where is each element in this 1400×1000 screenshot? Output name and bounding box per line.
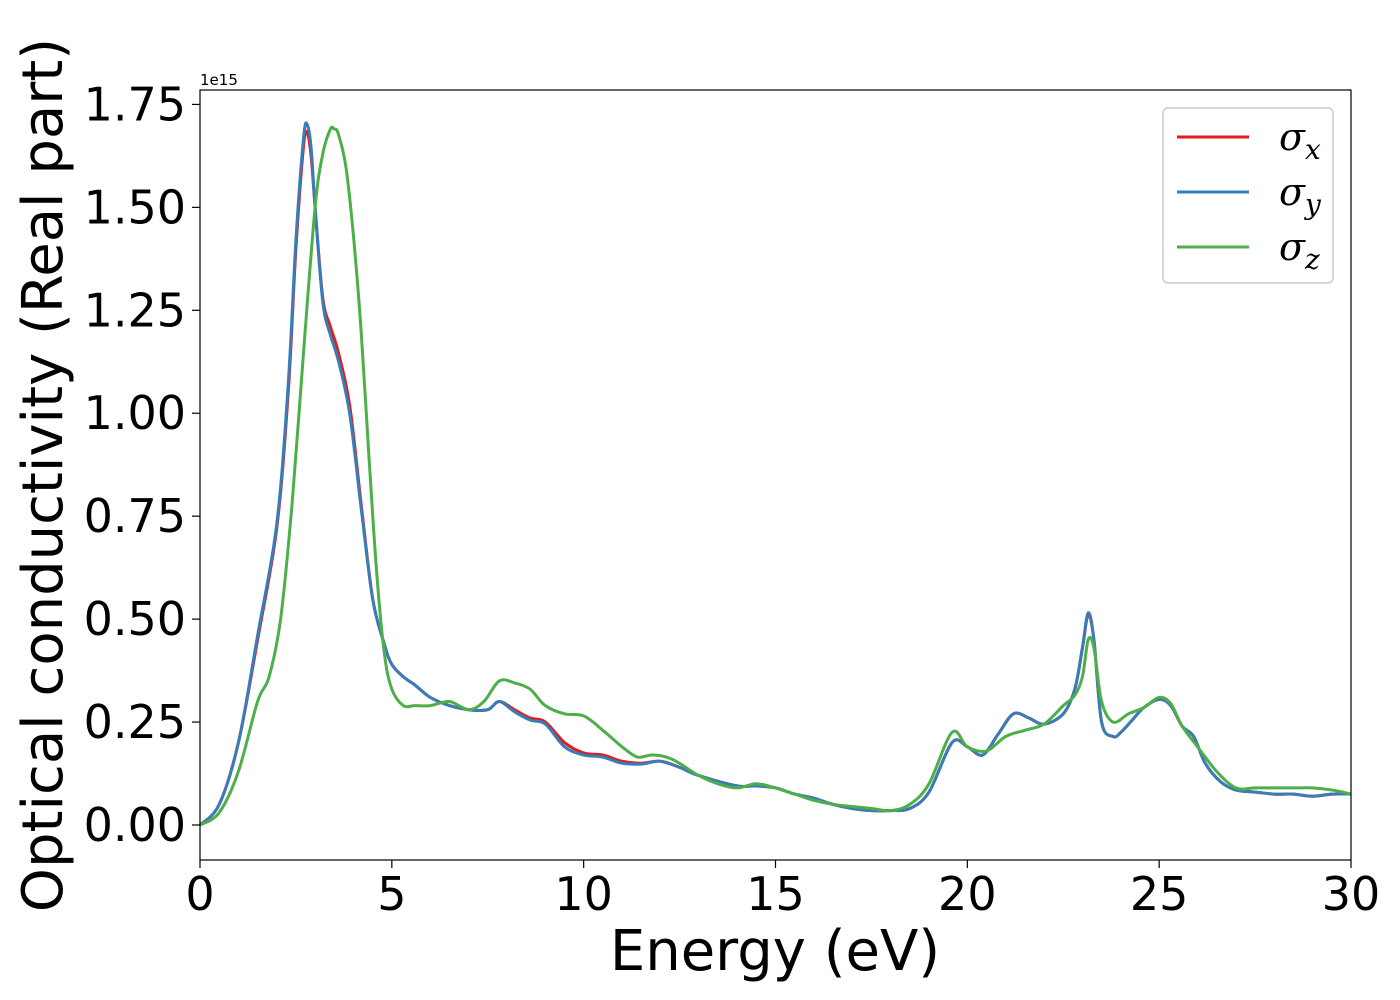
y-tick-label: 1.50: [84, 180, 186, 234]
y-axis-title: Optical conductivity (Real part): [11, 38, 76, 912]
x-tick-label: 10: [554, 867, 613, 921]
y-tick-label: 1.75: [84, 77, 186, 131]
x-tick-label: 0: [185, 867, 214, 921]
x-tick-label: 5: [377, 867, 406, 921]
y-offset-label: 1e15: [200, 71, 238, 89]
y-tick-label: 0.50: [84, 592, 186, 646]
y-tick-label: 1.00: [84, 386, 186, 440]
y-tick-label: 0.00: [84, 798, 186, 852]
series-line-z: [199, 125, 1352, 827]
y-tick-label: 1.25: [84, 283, 186, 337]
y-axis: 0.00 0.25 0.50 0.75 1.00 1.25 1.50 1.75: [84, 77, 200, 852]
x-tick-label: 30: [1322, 867, 1381, 921]
x-axis-title: Energy (eV): [610, 919, 940, 984]
x-tick-label: 20: [938, 867, 997, 921]
x-tick-label: 15: [746, 867, 805, 921]
legend-box: [1162, 107, 1334, 284]
x-axis: 0 5 10 15 20 25 30: [185, 860, 1380, 921]
x-tick-label: 25: [1130, 867, 1189, 921]
y-tick-label: 0.75: [84, 489, 186, 543]
y-tick-label: 0.25: [84, 695, 186, 749]
plot-lines: [198, 121, 1352, 827]
